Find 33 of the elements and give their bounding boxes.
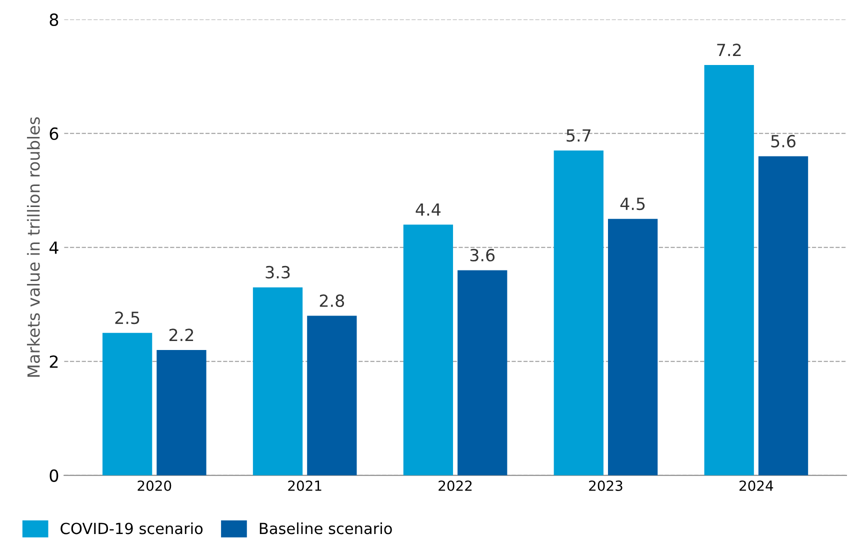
data-label: 5.7 (566, 129, 590, 142)
legend-label: COVID-19 scenario (60, 522, 203, 534)
bar (608, 218, 658, 476)
bar (307, 316, 357, 476)
y-tick-label: 2 (50, 355, 58, 368)
bar (403, 224, 454, 476)
data-label: 2.5 (115, 312, 140, 324)
y-tick-label: 6 (50, 127, 58, 140)
bar (156, 350, 206, 476)
data-label: 4.4 (416, 203, 441, 216)
x-tick-label: 2023 (589, 480, 622, 491)
bar (102, 332, 152, 476)
y-axis-title: Markets value in trillion roubles (26, 117, 40, 377)
bar (704, 65, 754, 476)
bar (252, 287, 303, 476)
data-label: 5.6 (771, 134, 796, 148)
x-tick-label: 2020 (138, 480, 172, 491)
x-tick-label: 2021 (288, 480, 322, 491)
data-label: 4.5 (620, 198, 645, 210)
data-label: 2.8 (320, 294, 344, 308)
y-tick-label: 0 (50, 469, 58, 482)
x-tick-label: 2022 (438, 480, 472, 491)
y-tick-label: 4 (49, 242, 58, 254)
data-label: 7.2 (717, 44, 741, 56)
bar (554, 150, 604, 476)
data-label: 3.6 (470, 248, 495, 262)
bar (458, 270, 508, 476)
y-tick-label: 8 (50, 13, 58, 26)
bar (758, 156, 808, 476)
data-label: 3.3 (266, 266, 290, 279)
x-tick-label: 2024 (740, 480, 774, 491)
legend-label: Baseline scenario (260, 522, 392, 534)
data-label: 2.2 (169, 328, 194, 341)
